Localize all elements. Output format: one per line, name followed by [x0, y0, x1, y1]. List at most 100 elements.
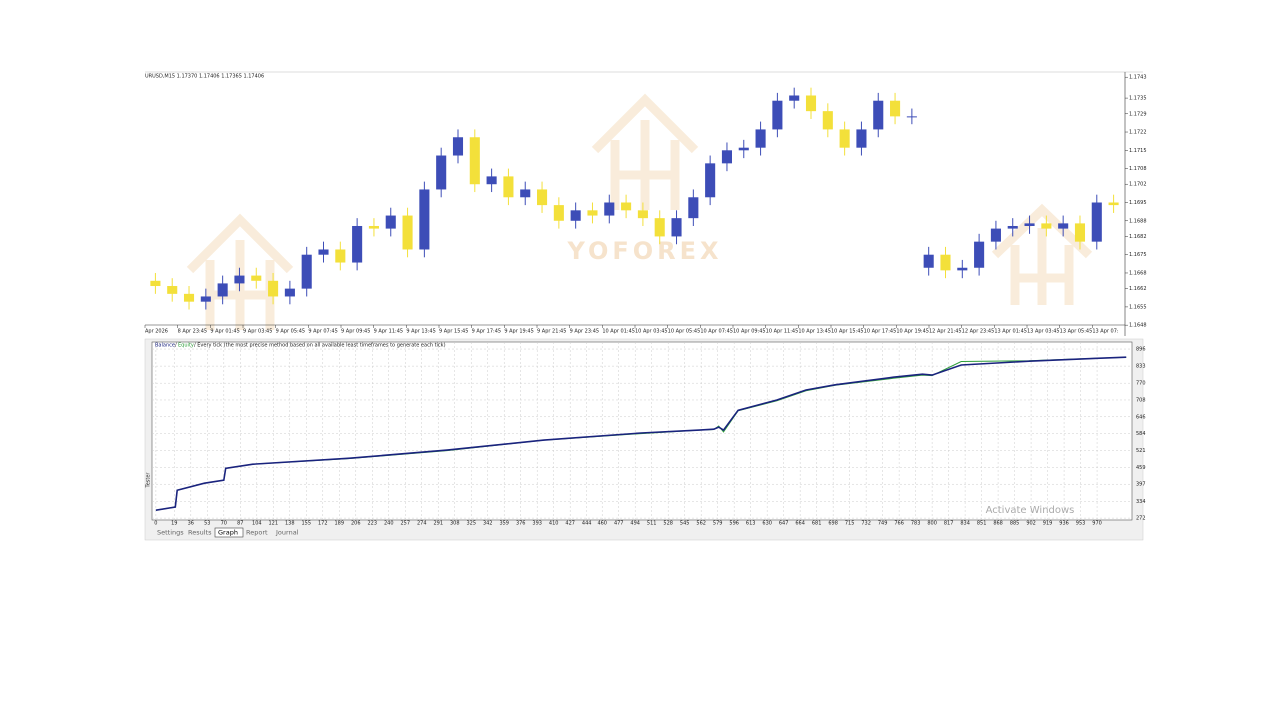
x-tick-label: 902 — [1026, 521, 1036, 527]
legend-separator: / — [175, 343, 177, 349]
candle-body — [974, 241, 985, 268]
x-tick-label: 851 — [977, 521, 987, 527]
graph-subtitle: / Every tick (the most precise method ba… — [194, 343, 446, 349]
candle-body — [402, 215, 413, 250]
legend-entry: Balance — [155, 343, 175, 349]
logo-watermark — [186, 93, 1093, 330]
x-tick-label: 834 — [960, 521, 970, 527]
x-tick-label: 87 — [237, 521, 243, 527]
x-tick-label: 630 — [762, 521, 772, 527]
x-tick-label: 766 — [894, 521, 904, 527]
y-tick-label: 833 — [1136, 364, 1146, 370]
candle-body — [167, 286, 178, 294]
x-tick-label: 732 — [861, 521, 871, 527]
candle-body — [1091, 202, 1102, 242]
candle-body — [637, 210, 648, 219]
x-tick-label: 545 — [680, 521, 690, 527]
x-tick-label: 376 — [516, 521, 526, 527]
x-tick-label: 19 — [171, 521, 177, 527]
x-tick-label: 257 — [400, 521, 410, 527]
y-tick-label: 1.1735 — [1129, 96, 1147, 102]
x-tick-label: 10 Apr 13:45 — [798, 329, 831, 335]
candle-body — [318, 249, 329, 255]
x-tick-label: 8 Apr 23:45 — [178, 329, 207, 335]
candle-body — [923, 254, 934, 268]
candle-body — [200, 296, 211, 302]
x-tick-label: 240 — [384, 521, 394, 527]
candle-body — [906, 116, 917, 118]
x-tick-label: 460 — [597, 521, 607, 527]
x-tick-label: 410 — [549, 521, 559, 527]
x-tick-label: Apr 2026 — [145, 329, 168, 335]
candle-body — [671, 218, 682, 237]
candle-body — [553, 205, 564, 221]
x-tick-label: 800 — [927, 521, 937, 527]
y-tick-label: 272 — [1136, 516, 1146, 522]
y-tick-label: 521 — [1136, 448, 1146, 454]
y-tick-label: 1.1648 — [1129, 323, 1147, 329]
candle-body — [873, 100, 884, 130]
x-tick-label: 10 Apr 19:45 — [896, 329, 929, 335]
x-tick-label: 9 Apr 07:45 — [308, 329, 337, 335]
legend-entry: Equity — [178, 343, 194, 349]
x-tick-label: 511 — [647, 521, 657, 527]
candle-body — [1041, 223, 1052, 229]
candle-body — [486, 176, 497, 185]
candle-body — [822, 111, 833, 130]
x-tick-label: 359 — [499, 521, 509, 527]
y-tick-label: 1.1662 — [1129, 286, 1147, 292]
tab[interactable]: Journal — [275, 529, 299, 537]
x-tick-label: 12 Apr 23:45 — [962, 329, 995, 335]
x-tick-label: 9 Apr 03:45 — [243, 329, 272, 335]
symbol-header: URUSD,M15 1.17370 1.17406 1.17365 1.1740… — [145, 74, 264, 80]
x-tick-label: 104 — [252, 521, 262, 527]
candle-body — [654, 218, 665, 237]
x-tick-label: 308 — [450, 521, 460, 527]
x-tick-label: 138 — [285, 521, 295, 527]
tab[interactable]: Results — [188, 529, 212, 537]
candle-body — [940, 254, 951, 271]
x-tick-label: 817 — [944, 521, 954, 527]
x-tick-label: 0 — [154, 521, 157, 527]
candle-body — [217, 283, 228, 297]
x-tick-label: 53 — [204, 521, 210, 527]
x-tick-label: 155 — [302, 521, 312, 527]
x-tick-label: 10 Apr 05:45 — [668, 329, 701, 335]
x-tick-label: 664 — [795, 521, 805, 527]
candle-body — [1108, 202, 1119, 206]
y-tick-label: 1.1682 — [1129, 234, 1147, 240]
y-tick-label: 397 — [1136, 482, 1146, 488]
candle-body — [688, 197, 699, 219]
candle-body — [251, 275, 262, 281]
x-tick-label: 885 — [1010, 521, 1020, 527]
x-tick-label: 647 — [779, 521, 789, 527]
x-tick-label: 10 Apr 15:45 — [831, 329, 864, 335]
active-tab — [214, 527, 244, 538]
x-tick-label: 444 — [582, 521, 592, 527]
x-tick-label: 613 — [746, 521, 756, 527]
candle-body — [301, 254, 312, 289]
x-tick-label: 562 — [696, 521, 706, 527]
y-tick-label: 1.1729 — [1129, 111, 1147, 117]
candle-body — [385, 215, 396, 229]
tab[interactable]: Graph — [218, 529, 238, 537]
tab[interactable]: Report — [246, 529, 268, 537]
y-tick-label: 770 — [1136, 381, 1146, 387]
x-tick-label: 9 Apr 15:45 — [439, 329, 468, 335]
candle-body — [721, 150, 732, 164]
y-tick-label: 1.1715 — [1129, 148, 1147, 154]
tab[interactable]: Settings — [157, 529, 184, 537]
x-tick-label: 13 Apr 05:45 — [1060, 329, 1093, 335]
candle-body — [705, 163, 716, 198]
x-tick-label: 325 — [466, 521, 476, 527]
candle-body — [469, 137, 480, 185]
candle-body — [368, 225, 379, 229]
x-tick-label: 477 — [614, 521, 624, 527]
candle-body — [755, 129, 766, 148]
candle-body — [1074, 223, 1086, 242]
x-tick-label: 9 Apr 21:45 — [537, 329, 566, 335]
side-label: Tester — [146, 472, 152, 489]
candle-body — [537, 189, 548, 206]
y-tick-label: 646 — [1136, 414, 1146, 420]
